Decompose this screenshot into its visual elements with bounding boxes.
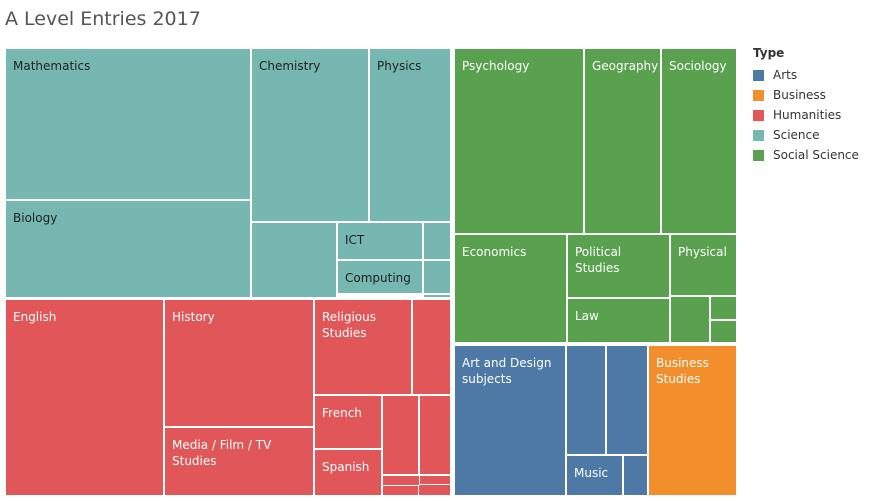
treemap-cell-science-1[interactable]: Biology (5, 200, 251, 298)
treemap-cell-science-7[interactable] (423, 222, 451, 260)
treemap-cell-science-9[interactable] (423, 294, 451, 298)
legend-swatch (753, 109, 764, 121)
treemap-cell-social-science-1[interactable]: Geography (584, 48, 661, 234)
legend-entry-social-science[interactable]: Social Science (753, 145, 859, 165)
treemap-cell-social-science-9[interactable] (710, 320, 737, 343)
treemap-cell-social-science-0[interactable]: Psychology (454, 48, 584, 234)
treemap-cell-label: Spanish (322, 460, 370, 474)
treemap-cell-label: Sociology (669, 59, 727, 73)
treemap-cell-humanities-0[interactable]: English (5, 299, 164, 496)
treemap-cell-humanities-10[interactable] (419, 475, 451, 485)
treemap-cell-humanities-7[interactable] (382, 395, 419, 475)
treemap-cell-social-science-2[interactable]: Sociology (661, 48, 737, 234)
treemap-cell-humanities-6[interactable]: Spanish (314, 449, 382, 496)
treemap-cell-label: Chemistry (259, 59, 321, 73)
treemap-cell-humanities-4[interactable] (412, 299, 451, 395)
legend-label: Science (773, 128, 820, 142)
treemap-cell-science-3[interactable]: Physics (369, 48, 451, 222)
treemap-cell-science-8[interactable] (423, 260, 451, 294)
legend-swatch (753, 149, 764, 161)
treemap-cell-humanities-2[interactable]: Media / Film / TV Studies (164, 427, 314, 496)
treemap-cell-label: Religious Studies (322, 310, 376, 340)
treemap-cell-arts-2[interactable] (606, 345, 648, 455)
treemap-cell-label: Political Studies (575, 245, 622, 275)
treemap-cell-label: Business Studies (656, 356, 709, 386)
treemap-cell-social-science-3[interactable]: Economics (454, 234, 567, 343)
treemap-cell-label: Music (574, 466, 609, 480)
treemap-cell-science-5[interactable]: ICT (337, 222, 423, 260)
treemap-cell-label: Biology (13, 211, 58, 225)
legend-title: Type (753, 46, 785, 60)
treemap-cell-label: Economics (462, 245, 527, 259)
treemap-cell-label: Mathematics (13, 59, 91, 73)
treemap-cell-science-2[interactable]: Chemistry (251, 48, 369, 222)
legend-swatch (753, 129, 764, 141)
treemap-cell-social-science-5[interactable]: Law (567, 298, 670, 343)
chart-title: A Level Entries 2017 (5, 8, 201, 30)
legend-label: Humanities (773, 108, 842, 122)
legend-swatch (753, 69, 764, 81)
treemap-cell-label: ICT (345, 233, 365, 247)
legend-entry-humanities[interactable]: Humanities (753, 105, 859, 125)
treemap-cell-label: Media / Film / TV Studies (172, 438, 272, 468)
legend-label: Social Science (773, 148, 859, 162)
treemap-cell-label: French (322, 406, 362, 420)
treemap-cell-humanities-3[interactable]: Religious Studies (314, 299, 412, 395)
treemap-cell-arts-0[interactable]: Art and Design subjects (454, 345, 566, 496)
treemap-cell-humanities-8[interactable] (419, 395, 451, 475)
treemap-cell-science-4[interactable] (251, 222, 337, 298)
treemap-cell-label: Geography (592, 59, 659, 73)
treemap-cell-humanities-1[interactable]: History (164, 299, 314, 427)
treemap-cell-label: Art and Design subjects (462, 356, 552, 386)
treemap-cell-label: Law (575, 309, 599, 323)
treemap-cell-arts-3[interactable]: Music (566, 455, 623, 496)
treemap-cell-social-science-4[interactable]: Political Studies (567, 234, 670, 298)
treemap-cell-social-science-7[interactable] (670, 296, 710, 343)
treemap-cell-humanities-5[interactable]: French (314, 395, 382, 449)
legend-entry-science[interactable]: Science (753, 125, 859, 145)
treemap-cell-arts-4[interactable] (623, 455, 648, 496)
treemap-cell-label: History (172, 310, 215, 324)
treemap-cell-label: Computing (345, 271, 411, 285)
legend-entry-business[interactable]: Business (753, 85, 859, 105)
legend-entry-arts[interactable]: Arts (753, 65, 859, 85)
treemap-cell-social-science-6[interactable]: Physical (670, 234, 737, 296)
treemap-cell-label: Psychology (462, 59, 530, 73)
treemap-cell-science-6[interactable]: Computing (337, 260, 423, 294)
treemap-cell-label: English (13, 310, 57, 324)
legend-label: Business (773, 88, 826, 102)
legend-label: Arts (773, 68, 798, 82)
treemap-cell-label: Physical (678, 245, 727, 259)
treemap-cell-science-0[interactable]: Mathematics (5, 48, 251, 200)
treemap-cell-social-science-8[interactable] (710, 296, 737, 320)
treemap-cell-label: Physics (377, 59, 422, 73)
treemap-cell-business-0[interactable]: Business Studies (648, 345, 737, 496)
legend-swatch (753, 89, 764, 101)
legend: Type Arts Business Humanities Science Social… (753, 46, 859, 165)
treemap-cell-humanities-11[interactable] (382, 485, 419, 496)
treemap-cell-arts-1[interactable] (566, 345, 606, 455)
